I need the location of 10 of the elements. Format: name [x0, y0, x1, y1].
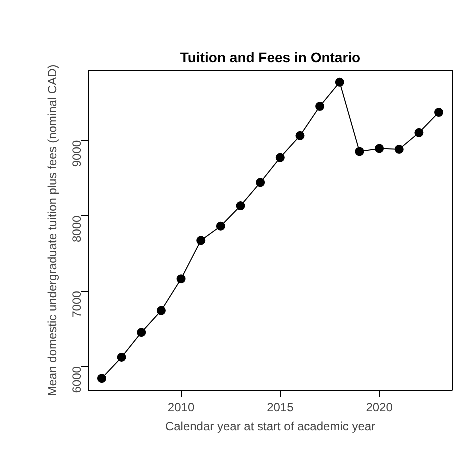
x-tick-label: 2015: [267, 400, 294, 414]
x-tick-label: 2010: [168, 400, 195, 414]
chart-title: Tuition and Fees in Ontario: [180, 50, 361, 66]
x-tick-label: 2020: [366, 400, 394, 414]
y-tick-label: 7000: [70, 290, 84, 318]
y-tick-label: 9000: [70, 140, 84, 168]
y-tick-label: 8000: [70, 215, 84, 242]
x-axis-title: Calendar year at start of academic year: [165, 420, 376, 434]
y-axis-title: Mean domestic undergraduate tuition plus fees (nominal CAD): [46, 64, 60, 396]
y-tick-label: 6000: [70, 366, 84, 394]
